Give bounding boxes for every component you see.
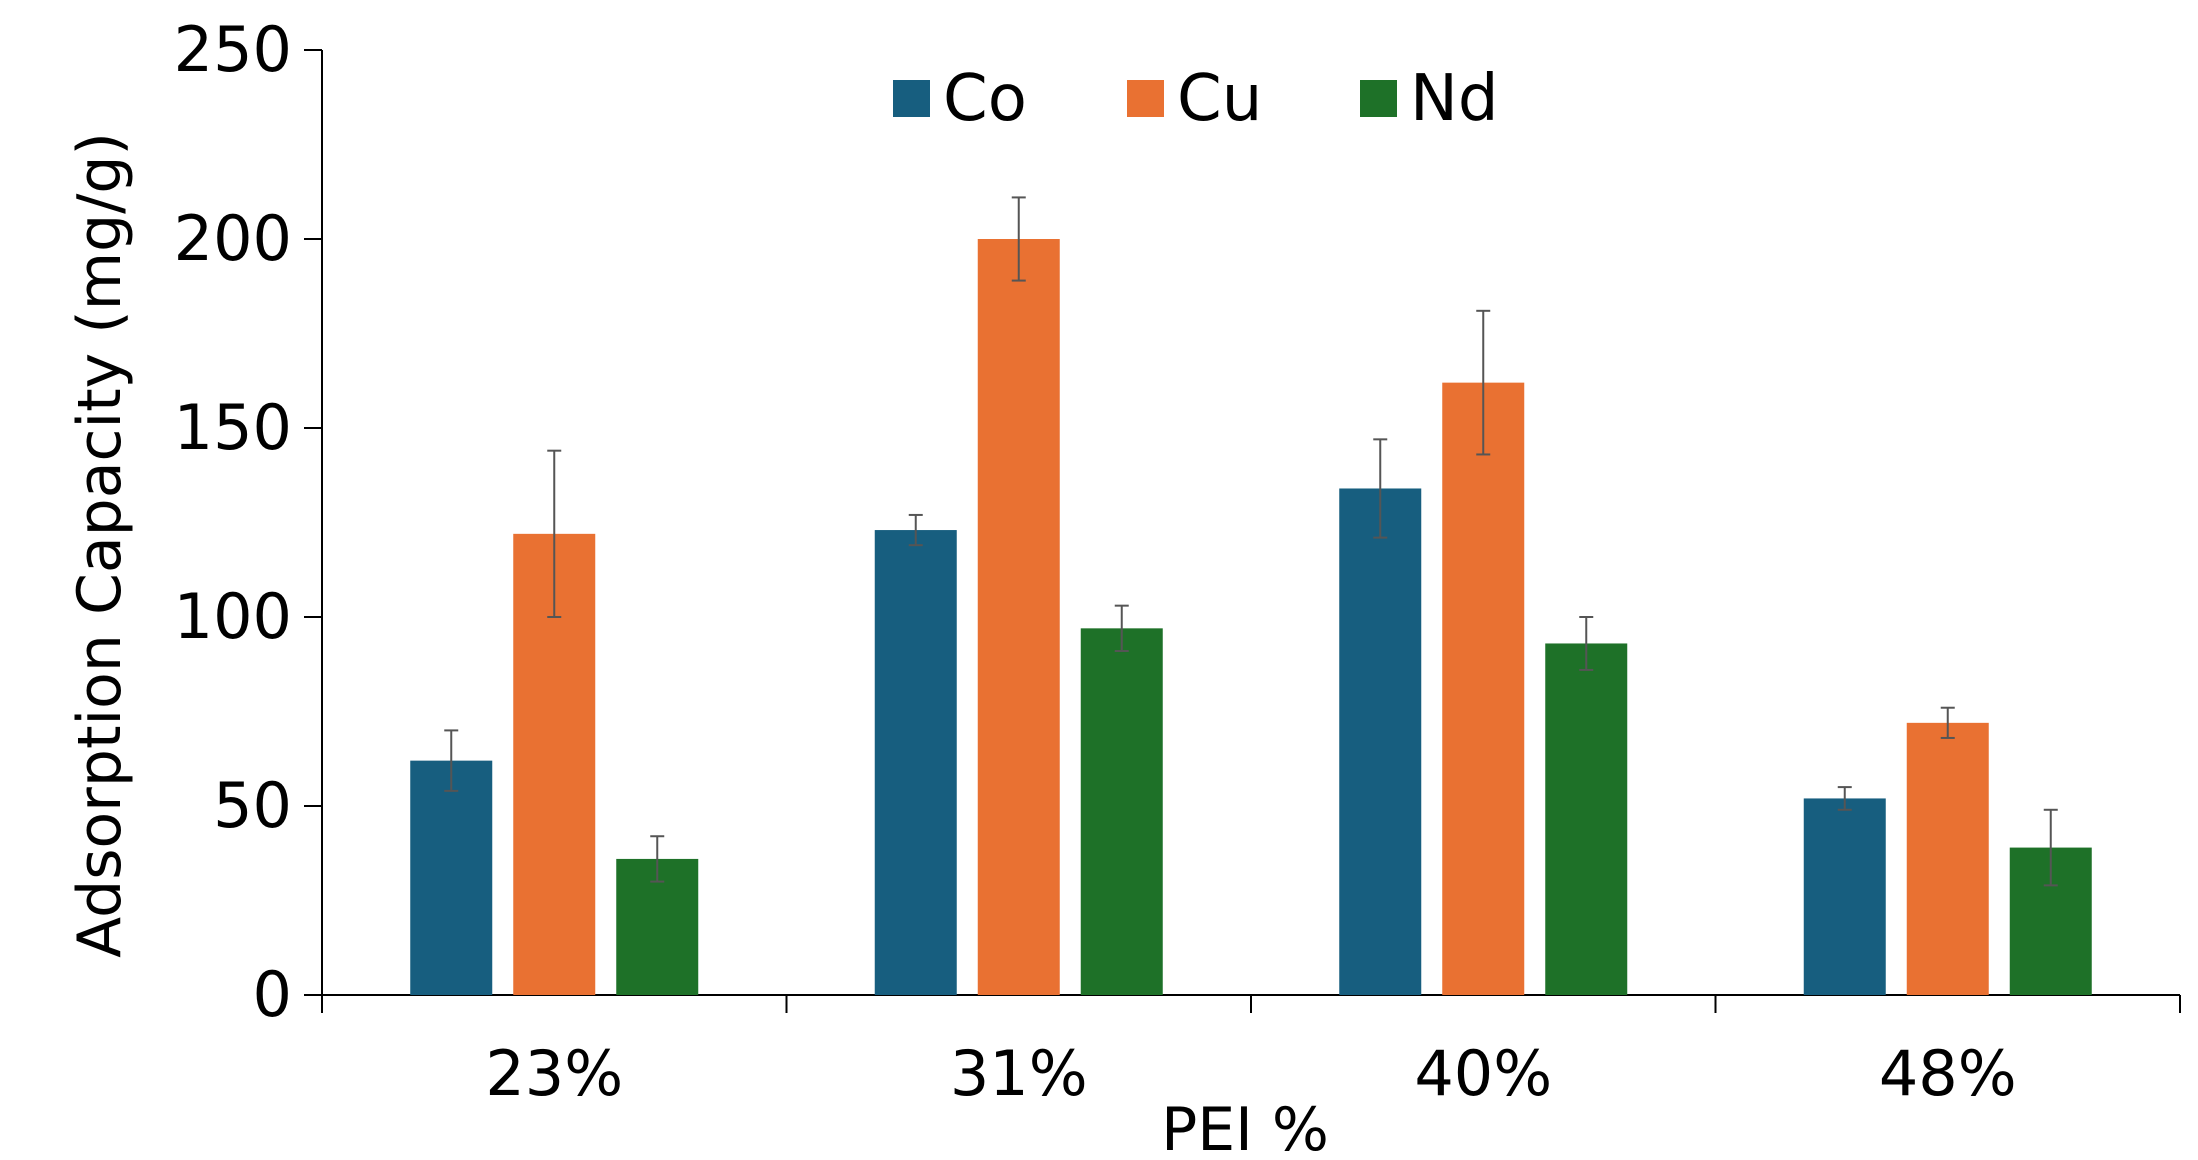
legend-swatch	[1360, 80, 1397, 117]
bar-co-0	[410, 760, 493, 995]
legend-swatch	[1127, 80, 1164, 117]
x-tick-label: 31%	[950, 1037, 1088, 1110]
bars	[410, 239, 2092, 995]
error-bar-nd-1	[1114, 604, 1129, 653]
y-tick-label: 150	[174, 391, 292, 464]
y-tick-label: 100	[174, 580, 292, 653]
error-bar-nd-2	[1579, 616, 1594, 671]
bar-cu-3	[1906, 722, 1989, 995]
y-axis-title: Adsorption Capacity (mg/g)	[65, 132, 135, 958]
error-bar-nd-0	[650, 835, 665, 883]
legend-item-cu: Cu	[1127, 62, 1262, 136]
y-tick-label: 0	[253, 958, 292, 1031]
error-bar-co-1	[908, 513, 923, 547]
x-tick-label: 40%	[1414, 1037, 1552, 1110]
error-bar-cu-1	[1011, 196, 1026, 282]
error-bar-cu-3	[1940, 706, 1955, 739]
bar-nd-1	[1080, 628, 1163, 995]
legend-swatch	[893, 80, 930, 117]
bar-cu-2	[1442, 382, 1525, 995]
x-tick-label: 23%	[485, 1037, 623, 1110]
x-axis-title: PEI %	[1161, 1095, 1329, 1160]
error-bar-co-3	[1837, 786, 1852, 811]
y-tick-label: 250	[174, 13, 292, 86]
error-bar-co-0	[444, 729, 459, 792]
legend: Co Cu Nd	[893, 62, 1499, 136]
legend-label: Co	[943, 62, 1027, 136]
bar-cu-1	[977, 239, 1060, 995]
legend-label: Nd	[1410, 62, 1499, 136]
error-bar-co-2	[1373, 438, 1388, 539]
y-tick-label: 200	[174, 202, 292, 275]
bar-co-2	[1339, 488, 1422, 995]
y-tick-label: 50	[213, 769, 292, 842]
x-axis: 23% 31% 40% 48%	[321, 994, 2181, 1110]
error-bar-nd-3	[2043, 808, 2058, 887]
error-bar-cu-2	[1476, 309, 1491, 456]
error-bar-cu-0	[547, 449, 562, 618]
bar-nd-2	[1545, 643, 1628, 995]
legend-item-nd: Nd	[1360, 62, 1499, 136]
error-bars	[444, 196, 2058, 887]
bar-co-1	[874, 530, 957, 995]
bar-co-3	[1803, 798, 1886, 995]
y-axis: 0 50 100 150 200 250	[174, 13, 323, 1031]
legend-item-co: Co	[893, 62, 1027, 136]
x-tick-label: 48%	[1879, 1037, 2017, 1110]
legend-label: Cu	[1177, 62, 1262, 136]
